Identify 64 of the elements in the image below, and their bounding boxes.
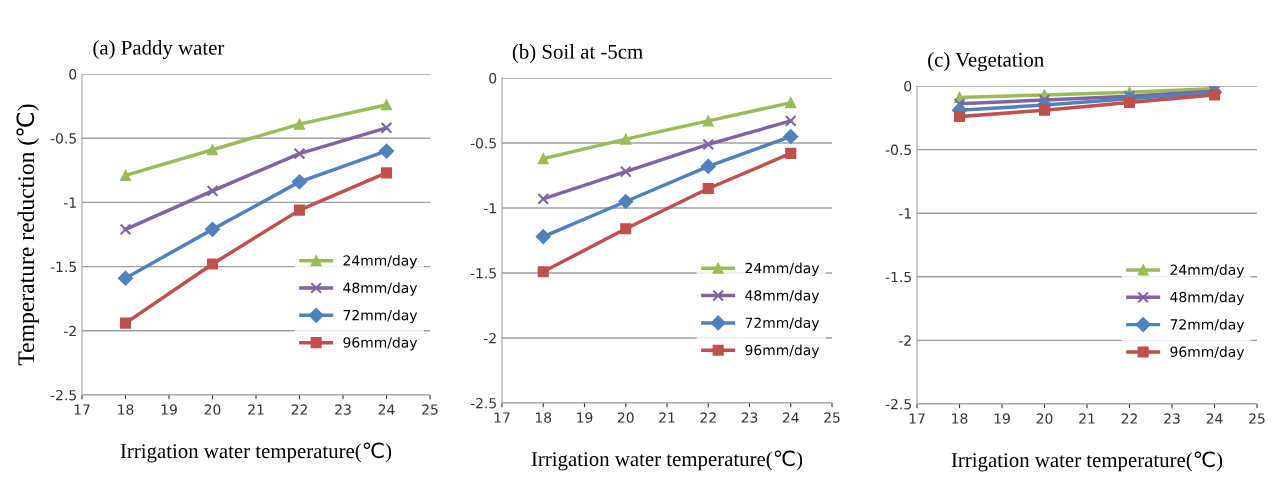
x-tick-label: 24	[782, 412, 799, 423]
legend-label: 96mm/day	[1170, 346, 1245, 360]
y-tick-label: 0	[489, 72, 497, 84]
x-tick-label: 23	[335, 404, 351, 415]
y-tick-label: -0.5	[885, 144, 911, 156]
legend-label: 48mm/day	[745, 289, 820, 304]
x-tick-label: 19	[577, 412, 593, 423]
chart-title: (c) Vegetation	[928, 52, 1044, 72]
y-tick-label: -2.5	[885, 398, 911, 410]
legend-label: 48mm/day	[1170, 291, 1245, 306]
y-tick-label: 0	[69, 68, 77, 80]
y-tick-label: -2	[898, 335, 911, 346]
x-tick-label: 25	[1249, 413, 1265, 424]
x-tick-label: 21	[659, 412, 675, 423]
x-tick-label: 24	[1206, 413, 1223, 424]
x-tick-label: 18	[118, 404, 134, 415]
x-tick-label: 21	[248, 404, 264, 415]
x-tick-label: 20	[1036, 413, 1053, 424]
x-tick-label: 20	[204, 404, 221, 415]
chart-title: (a) Paddy water	[93, 40, 225, 60]
y-tick-label: -1.5	[885, 271, 911, 283]
y-tick-label: -1	[483, 203, 496, 214]
x-tick-label: 23	[1164, 413, 1180, 424]
x-tick-label: 25	[422, 404, 438, 415]
chart-title: (b) Soil at -5cm	[512, 44, 643, 63]
x-tick-label: 17	[909, 413, 925, 424]
y-tick-label: -2	[483, 332, 496, 344]
legend-label: 48mm/day	[343, 282, 418, 296]
x-axis-title: Irrigation water temperature(℃)	[531, 450, 803, 471]
x-tick-label: 17	[494, 412, 510, 423]
x-tick-label: 22	[700, 412, 716, 423]
y-tick-label: -2	[63, 325, 76, 337]
x-tick-label: 24	[378, 404, 395, 415]
legend-label: 72mm/day	[745, 317, 820, 331]
x-tick-label: 25	[824, 412, 840, 423]
x-tick-label: 19	[994, 413, 1010, 424]
y-tick-label: -0.5	[50, 133, 76, 144]
x-tick-label: 19	[161, 404, 177, 415]
x-tick-label: 18	[952, 413, 968, 424]
y-tick-label: -1.5	[470, 268, 496, 279]
x-tick-label: 18	[535, 412, 552, 423]
y-tick-label: -1.5	[50, 261, 76, 273]
y-tick-label: -1	[63, 197, 76, 208]
legend-label: 72mm/day	[1170, 318, 1245, 333]
y-tick-label: -2.5	[50, 389, 76, 401]
legend-label: 24mm/day	[1170, 264, 1245, 278]
y-tick-label: 0	[904, 80, 912, 92]
legend-label: 96mm/day	[745, 344, 820, 358]
x-tick-label: 20	[617, 412, 634, 423]
x-tick-label: 22	[1121, 413, 1137, 424]
x-axis-title: Irrigation water temperature(℃)	[951, 451, 1223, 472]
legend-label: 72mm/day	[343, 309, 418, 324]
x-tick-label: 17	[74, 404, 90, 415]
y-tick-label: -0.5	[470, 137, 496, 149]
legend-label: 24mm/day	[343, 254, 418, 269]
legend-label: 96mm/day	[343, 336, 418, 351]
x-tick-label: 22	[291, 404, 307, 415]
x-axis-title: Irrigation water temperature(℃)	[120, 442, 392, 463]
y-axis-title: Temperature reduction (℃)	[16, 104, 39, 366]
y-tick-label: -1	[898, 208, 911, 219]
x-tick-label: 23	[741, 412, 758, 423]
x-tick-label: 21	[1079, 413, 1095, 424]
legend-label: 24mm/day	[745, 262, 820, 277]
y-tick-label: -2.5	[470, 397, 496, 409]
